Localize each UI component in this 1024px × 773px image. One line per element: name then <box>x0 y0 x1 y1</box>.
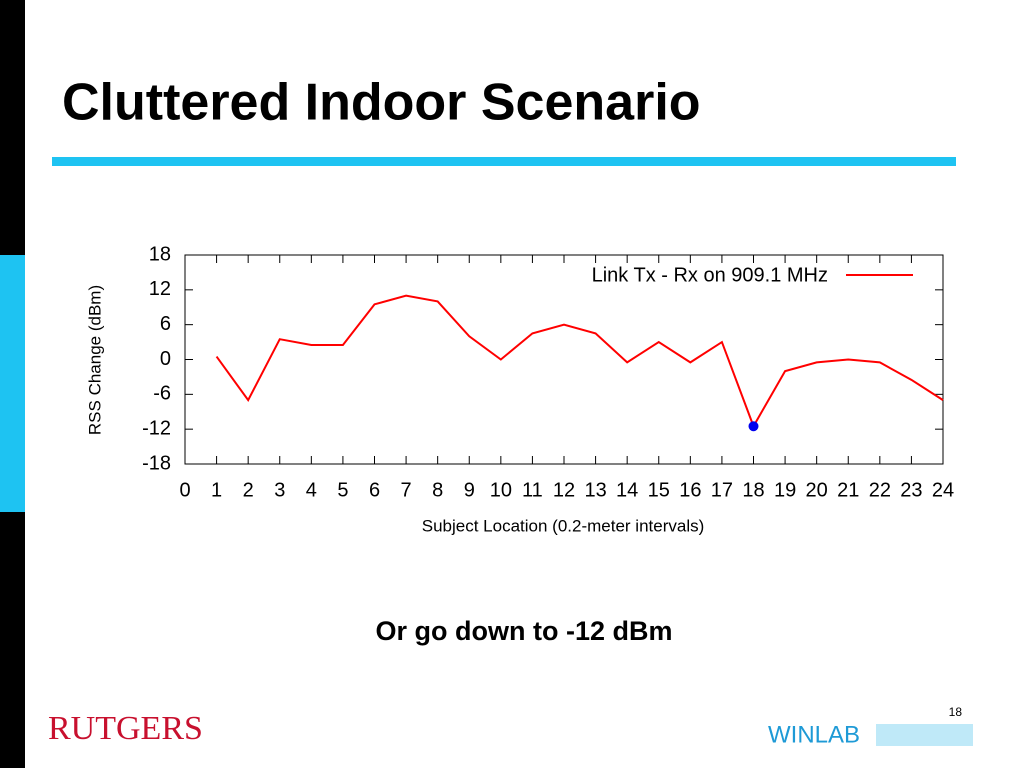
x-tick-label: 23 <box>900 479 922 501</box>
y-tick-label: 12 <box>149 278 171 300</box>
x-tick-label: 2 <box>243 479 254 501</box>
x-tick-label: 24 <box>932 479 954 501</box>
x-tick-label: 4 <box>306 479 317 501</box>
y-tick-label: -6 <box>153 383 171 405</box>
chart: Subject Location (0.2-meter intervals) R… <box>85 243 954 535</box>
x-tick-label: 6 <box>369 479 380 501</box>
y-tick-label: 0 <box>160 348 171 370</box>
x-tick-label: 18 <box>742 479 764 501</box>
x-axis-label: Subject Location (0.2-meter intervals) <box>422 516 705 535</box>
slide-title: Cluttered Indoor Scenario <box>62 74 701 132</box>
x-tick-label: 3 <box>274 479 285 501</box>
x-tick-label: 14 <box>616 479 638 501</box>
x-tick-label: 21 <box>837 479 859 501</box>
y-tick-label: 18 <box>149 243 171 265</box>
y-axis-label: RSS Change (dBm) <box>85 285 104 435</box>
side-accent <box>0 255 25 512</box>
y-tick-label: -18 <box>142 452 171 474</box>
x-tick-label: 16 <box>679 479 701 501</box>
winlab-logo: WINLAB <box>768 721 860 748</box>
x-tick-label: 0 <box>179 479 190 501</box>
x-tick-label: 22 <box>869 479 891 501</box>
x-tick-label: 9 <box>464 479 475 501</box>
x-tick-label: 7 <box>401 479 412 501</box>
series-line <box>215 294 944 429</box>
x-tick-label: 8 <box>432 479 443 501</box>
page-number: 18 <box>949 705 963 719</box>
legend-label: Link Tx - Rx on 909.1 MHz <box>592 264 828 286</box>
winlab-bar <box>876 724 973 746</box>
x-tick-label: 1 <box>211 479 222 501</box>
x-tick-label: 20 <box>806 479 828 501</box>
x-tick-label: 11 <box>522 479 543 501</box>
caption: Or go down to -12 dBm <box>376 616 673 646</box>
title-rule <box>52 157 956 166</box>
rutgers-logo: RUTGERS <box>48 710 203 747</box>
x-tick-label: 13 <box>584 479 606 501</box>
x-tick-label: 17 <box>711 479 733 501</box>
x-tick-label: 10 <box>490 479 512 501</box>
y-tick-label: -12 <box>142 417 171 439</box>
highlight-point <box>748 421 759 432</box>
x-tick-label: 12 <box>553 479 575 501</box>
x-tick-label: 5 <box>337 479 348 501</box>
y-tick-label: 6 <box>160 313 171 335</box>
x-tick-label: 19 <box>774 479 796 501</box>
plot-frame <box>184 254 944 465</box>
x-tick-label: 15 <box>648 479 670 501</box>
